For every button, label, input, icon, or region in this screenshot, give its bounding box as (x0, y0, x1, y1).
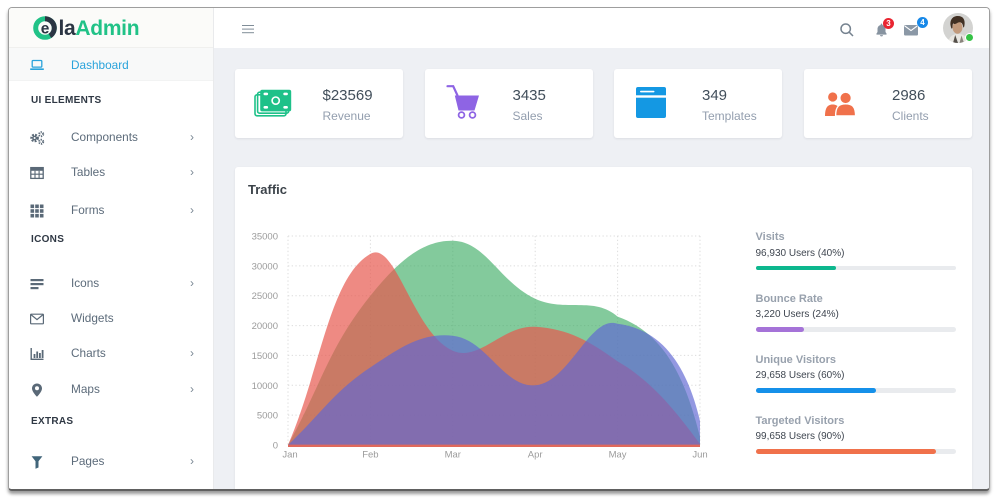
svg-text:Mar: Mar (445, 450, 461, 461)
svg-text:May: May (609, 450, 627, 461)
svg-text:Jan: Jan (282, 450, 297, 461)
svg-text:15000: 15000 (252, 351, 278, 362)
svg-text:0: 0 (273, 441, 278, 452)
svg-text:Apr: Apr (528, 450, 543, 461)
svg-text:20000: 20000 (252, 321, 278, 332)
svg-text:Jun: Jun (692, 450, 707, 461)
svg-text:10000: 10000 (252, 381, 278, 392)
svg-text:30000: 30000 (252, 261, 278, 272)
svg-text:35000: 35000 (252, 232, 278, 243)
svg-text:Feb: Feb (362, 450, 378, 461)
svg-text:25000: 25000 (252, 291, 278, 302)
svg-text:e: e (41, 20, 50, 37)
svg-text:5000: 5000 (257, 411, 278, 422)
